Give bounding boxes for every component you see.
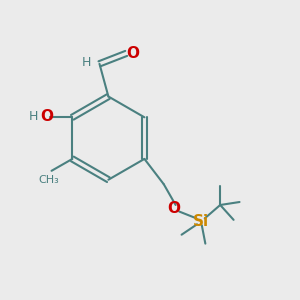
Text: H: H (81, 56, 91, 69)
Text: O: O (126, 46, 139, 61)
Text: H: H (28, 110, 38, 123)
Text: Si: Si (193, 214, 209, 229)
Text: O: O (40, 109, 54, 124)
Text: CH₃: CH₃ (38, 175, 59, 185)
Text: O: O (168, 201, 181, 216)
